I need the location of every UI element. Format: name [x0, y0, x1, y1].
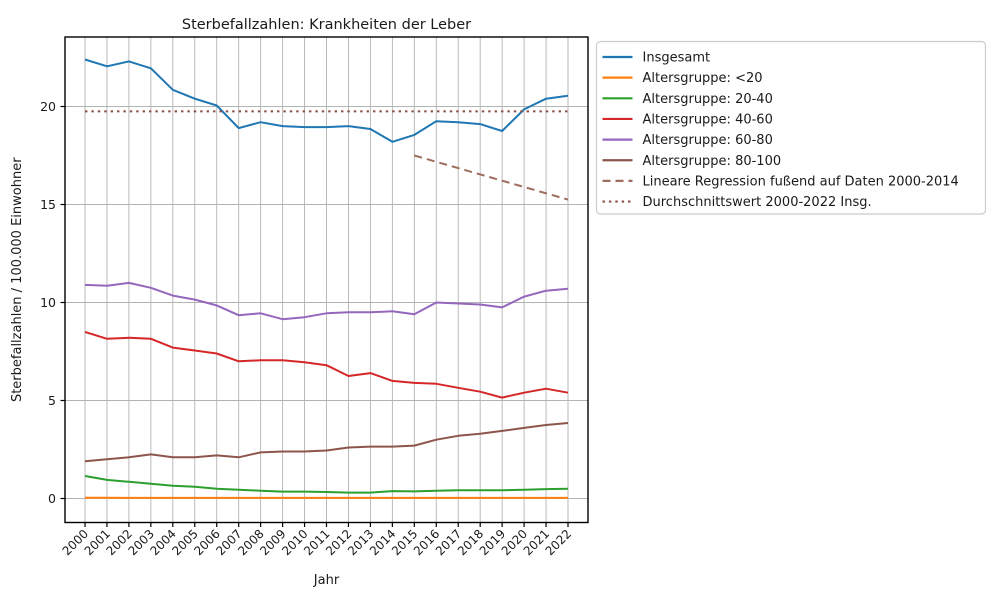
y-tick-label: 5 — [48, 393, 56, 408]
chart-title: Sterbefallzahlen: Krankheiten der Leber — [182, 17, 471, 33]
series-line-3 — [84, 330, 569, 399]
legend-label: Altersgruppe: 60-80 — [643, 133, 773, 148]
y-tick-label: 20 — [40, 99, 56, 114]
legend: Insgesamt Altersgruppe: <20 Altersgruppe: … — [595, 40, 987, 215]
legend-label: Lineare Regression fußend auf Daten 2000… — [643, 174, 959, 189]
x-axis-label: Jahr — [313, 573, 340, 588]
series-line-2 — [84, 475, 569, 494]
legend-entry: Lineare Regression fußend auf Daten 2000… — [602, 174, 959, 189]
legend-entry: Durchschnittswert 2000-2022 Insg. — [602, 195, 872, 210]
y-tick-labels: 0 5 10 15 20 — [40, 99, 56, 506]
y-tick-label: 10 — [40, 295, 56, 310]
legend-entry: Altersgruppe: 80-100 — [602, 154, 782, 169]
y-axis-label: Sterbefallzahlen / 100.000 Einwohner — [10, 157, 25, 402]
legend-box — [595, 40, 987, 215]
legend-label: Altersgruppe: 80-100 — [643, 154, 782, 169]
series-line-0 — [84, 58, 569, 143]
series-line-4 — [84, 281, 569, 321]
legend-entry: Altersgruppe: <20 — [602, 71, 763, 86]
legend-entry: Altersgruppe: 40-60 — [602, 112, 773, 127]
legend-label: Altersgruppe: 40-60 — [643, 112, 773, 127]
series-line-5 — [84, 422, 569, 463]
tick-marks — [60, 105, 569, 527]
legend-label: Durchschnittswert 2000-2022 Insg. — [643, 195, 872, 210]
legend-label: Altersgruppe: <20 — [643, 71, 763, 86]
legend-entry: Altersgruppe: 20-40 — [602, 92, 773, 107]
legend-label: Altersgruppe: 20-40 — [643, 92, 773, 107]
legend-entry: Insgesamt — [602, 51, 711, 66]
y-tick-label: 15 — [40, 197, 56, 212]
series-line-6 — [414, 154, 569, 201]
legend-entry: Altersgruppe: 60-80 — [602, 133, 773, 148]
legend-label: Insgesamt — [643, 51, 711, 66]
y-tick-label: 0 — [48, 491, 56, 506]
grid-lines — [65, 37, 588, 523]
